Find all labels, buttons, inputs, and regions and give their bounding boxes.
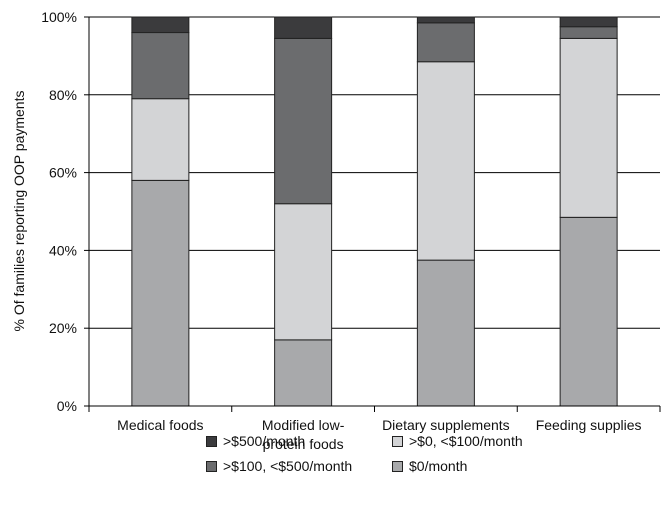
bar-segment (132, 33, 189, 99)
y-tick-label: 20% (49, 320, 77, 336)
bar-segment (275, 38, 332, 203)
bars (132, 17, 617, 406)
y-tick-labels: 0% 20% 40% 60% 80% 100% (41, 9, 77, 414)
legend-item-over-500: >$500/month (206, 433, 305, 449)
legend-swatch (392, 461, 403, 472)
x-tick-label: Medical foods (117, 417, 203, 433)
legend-label: $0/month (409, 458, 467, 474)
legend-swatch (206, 461, 217, 472)
bar-segment (560, 38, 617, 217)
legend-item-100-to-500: >$100, <$500/month (206, 458, 352, 474)
legend-label: >$0, <$100/month (409, 433, 523, 449)
x-tick-label: Feeding supplies (536, 417, 642, 433)
legend-item-0-month: $0/month (392, 458, 467, 474)
bar-segment (275, 340, 332, 406)
bar-segment (417, 17, 474, 23)
legend-label: >$500/month (223, 433, 305, 449)
bar-segment (417, 62, 474, 260)
legend-swatch (206, 436, 217, 447)
y-tick-label: 0% (57, 398, 77, 414)
bar-segment (417, 23, 474, 62)
x-tick-label: Dietary supplements (382, 417, 510, 433)
bar-segment (560, 217, 617, 406)
y-axis-label: % Of families reporting OOP payments (11, 91, 27, 332)
bar-segment (275, 204, 332, 340)
bar-segment (275, 17, 332, 38)
y-tick-label: 40% (49, 242, 77, 258)
legend-swatch (392, 436, 403, 447)
y-tick-label: 60% (49, 165, 77, 181)
bar-segment (132, 99, 189, 181)
x-tick-labels: Medical foods Modified low-protein foodsD… (117, 417, 641, 452)
x-tick-label: Modified low- (262, 417, 345, 433)
bar-segment (560, 27, 617, 39)
bar-segment (417, 260, 474, 406)
legend-label: >$100, <$500/month (223, 458, 352, 474)
legend-item-0-to-100: >$0, <$100/month (392, 433, 523, 449)
bar-segment (560, 17, 617, 27)
y-tick-label: 80% (49, 87, 77, 103)
y-tick-label: 100% (41, 9, 77, 25)
bar-segment (132, 180, 189, 406)
bar-segment (132, 17, 189, 33)
